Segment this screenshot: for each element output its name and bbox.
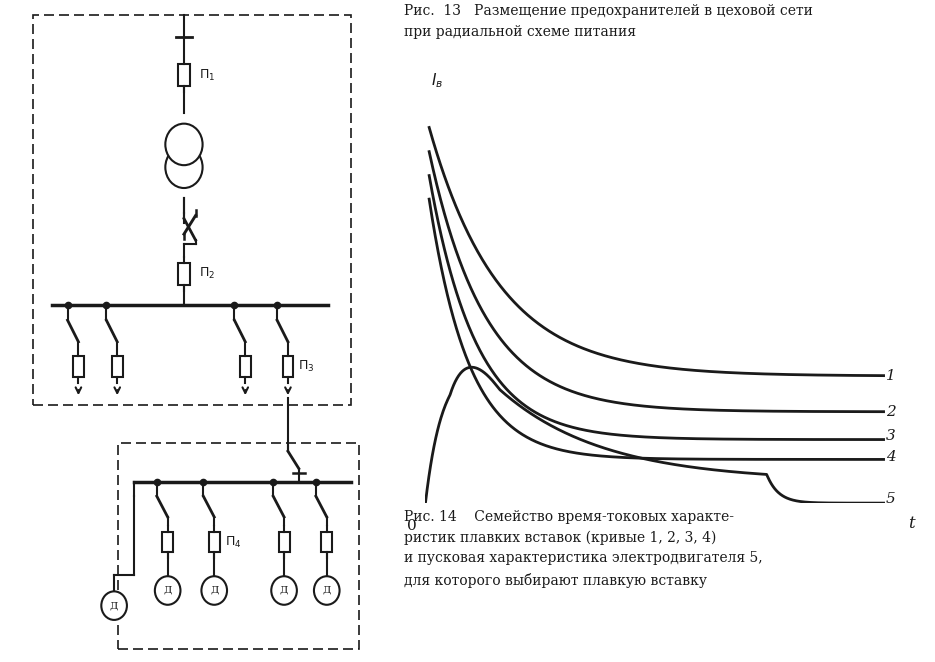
Bar [282, 356, 294, 377]
Bar [178, 263, 190, 285]
Text: 5: 5 [886, 492, 896, 506]
Bar [322, 532, 332, 552]
Text: Д: Д [323, 586, 331, 595]
Circle shape [165, 146, 203, 188]
Bar [178, 64, 190, 86]
Bar [240, 356, 251, 377]
Circle shape [101, 591, 127, 620]
Text: $\Pi_{4}$: $\Pi_{4}$ [224, 534, 241, 549]
Bar [73, 356, 84, 377]
Text: $I_в$: $I_в$ [431, 71, 443, 90]
Text: 2: 2 [886, 404, 896, 418]
Text: 0: 0 [407, 519, 416, 533]
Text: Д: Д [210, 586, 219, 595]
Circle shape [155, 576, 180, 605]
Circle shape [165, 124, 203, 166]
Text: t: t [908, 515, 915, 532]
Bar [279, 532, 290, 552]
Text: $\Pi_{2}$: $\Pi_{2}$ [199, 266, 215, 281]
Text: 4: 4 [886, 450, 896, 465]
Text: $\Pi_{1}$: $\Pi_{1}$ [199, 68, 215, 83]
Text: Рис.  13   Размещение предохранителей в цеховой сети
при радиальной схеме питани: Рис. 13 Размещение предохранителей в цех… [404, 4, 813, 39]
Bar [118, 444, 359, 649]
Text: Д: Д [164, 586, 172, 595]
Bar [33, 15, 351, 404]
Text: 1: 1 [886, 369, 896, 383]
Bar [112, 356, 122, 377]
Text: $\Pi_{3}$: $\Pi_{3}$ [298, 359, 315, 374]
Circle shape [271, 576, 297, 605]
Bar [209, 532, 220, 552]
Text: Д: Д [110, 601, 119, 610]
Circle shape [201, 576, 227, 605]
Bar [163, 532, 173, 552]
Text: 3: 3 [886, 428, 896, 443]
Circle shape [314, 576, 339, 605]
Text: Рис. 14    Семейство время-токовых характе-
ристик плавких вставок (кривые 1, 2,: Рис. 14 Семейство время-токовых характе-… [404, 510, 762, 588]
Text: Д: Д [280, 586, 288, 595]
